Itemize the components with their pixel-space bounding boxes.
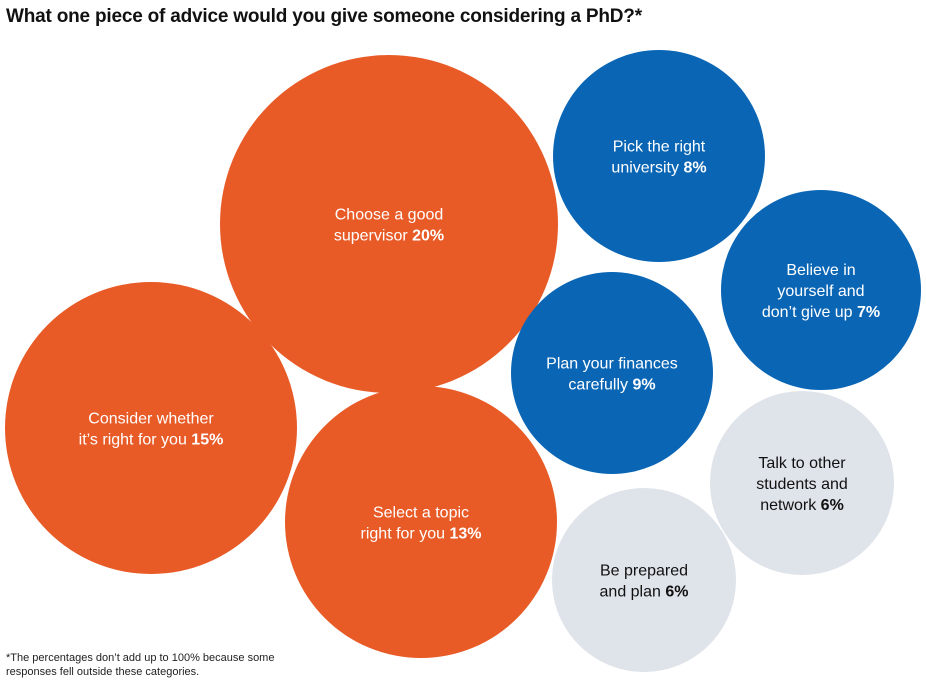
bubble-percentage: 9%	[632, 377, 655, 394]
bubble-percentage: 8%	[683, 160, 706, 177]
bubble-circle	[5, 282, 297, 574]
bubble: Plan your finances carefully 9%	[511, 272, 713, 474]
bubble: Talk to other students and network 6%	[710, 391, 894, 575]
bubble-percentage: 15%	[191, 432, 223, 449]
bubble-label-line: carefully 9%	[568, 377, 655, 394]
bubble-label-line: Pick the right	[613, 139, 706, 156]
bubble-label: Plan your finances carefully 9%	[546, 356, 678, 394]
bubble-label-line: Plan your finances	[546, 356, 678, 373]
bubble-label-line: Be prepared	[600, 563, 688, 580]
bubble-circle	[285, 386, 557, 658]
bubble-circle	[721, 190, 921, 390]
bubble-label: Believe in yourself and don’t give up 7%	[762, 262, 880, 321]
bubble: Select a topic right for you 13%	[285, 386, 557, 658]
chart-title: What one piece of advice would you give …	[6, 6, 642, 27]
bubble: Choose a good supervisor 20%	[220, 55, 558, 393]
bubble-circle	[220, 55, 558, 393]
bubble-percentage: 7%	[857, 304, 880, 321]
bubble-label: Choose a good supervisor 20%	[334, 207, 444, 245]
bubble-circle	[553, 50, 765, 262]
bubble-label-line: students and	[756, 476, 848, 493]
bubble: Be prepared and plan 6%	[552, 488, 736, 672]
bubble-label: Consider whether it’s right for you 15%	[79, 411, 224, 449]
bubble: Believe in yourself and don’t give up 7%	[721, 190, 921, 390]
bubble-label-line: Consider whether	[88, 411, 214, 428]
bubble-label-line: supervisor 20%	[334, 228, 444, 245]
bubble-label-line: network 6%	[760, 497, 844, 514]
bubble-label-line: and plan 6%	[600, 584, 689, 601]
bubble: Pick the right university 8%	[553, 50, 765, 262]
bubble-label-line: it’s right for you 15%	[79, 432, 224, 449]
bubble-label-line: right for you 13%	[361, 526, 482, 543]
bubble-label-line: Believe in	[786, 262, 855, 279]
bubble-label-line: Choose a good	[335, 207, 444, 224]
bubble-circle	[710, 391, 894, 575]
bubble-label-line: Select a topic	[373, 505, 469, 522]
footnote: *The percentages don’t add up to 100% be…	[6, 652, 275, 678]
bubble-percentage: 20%	[412, 228, 444, 245]
bubble-label-line: don’t give up 7%	[762, 304, 880, 321]
bubble-label-line: university 8%	[611, 160, 706, 177]
bubble-percentage: 13%	[449, 526, 481, 543]
bubble-percentage: 6%	[821, 497, 844, 514]
bubble-label-line: Talk to other	[758, 455, 846, 472]
bubble-percentage: 6%	[665, 584, 688, 601]
bubble: Consider whether it’s right for you 15%	[5, 282, 297, 574]
bubble-label: Select a topic right for you 13%	[361, 505, 482, 543]
bubble-label: Pick the right university 8%	[611, 139, 706, 177]
bubble-circle	[552, 488, 736, 672]
bubble-label: Be prepared and plan 6%	[600, 563, 689, 601]
bubble-circle	[511, 272, 713, 474]
bubble-label-line: yourself and	[777, 283, 864, 300]
bubble-label: Talk to other students and network 6%	[756, 455, 848, 514]
